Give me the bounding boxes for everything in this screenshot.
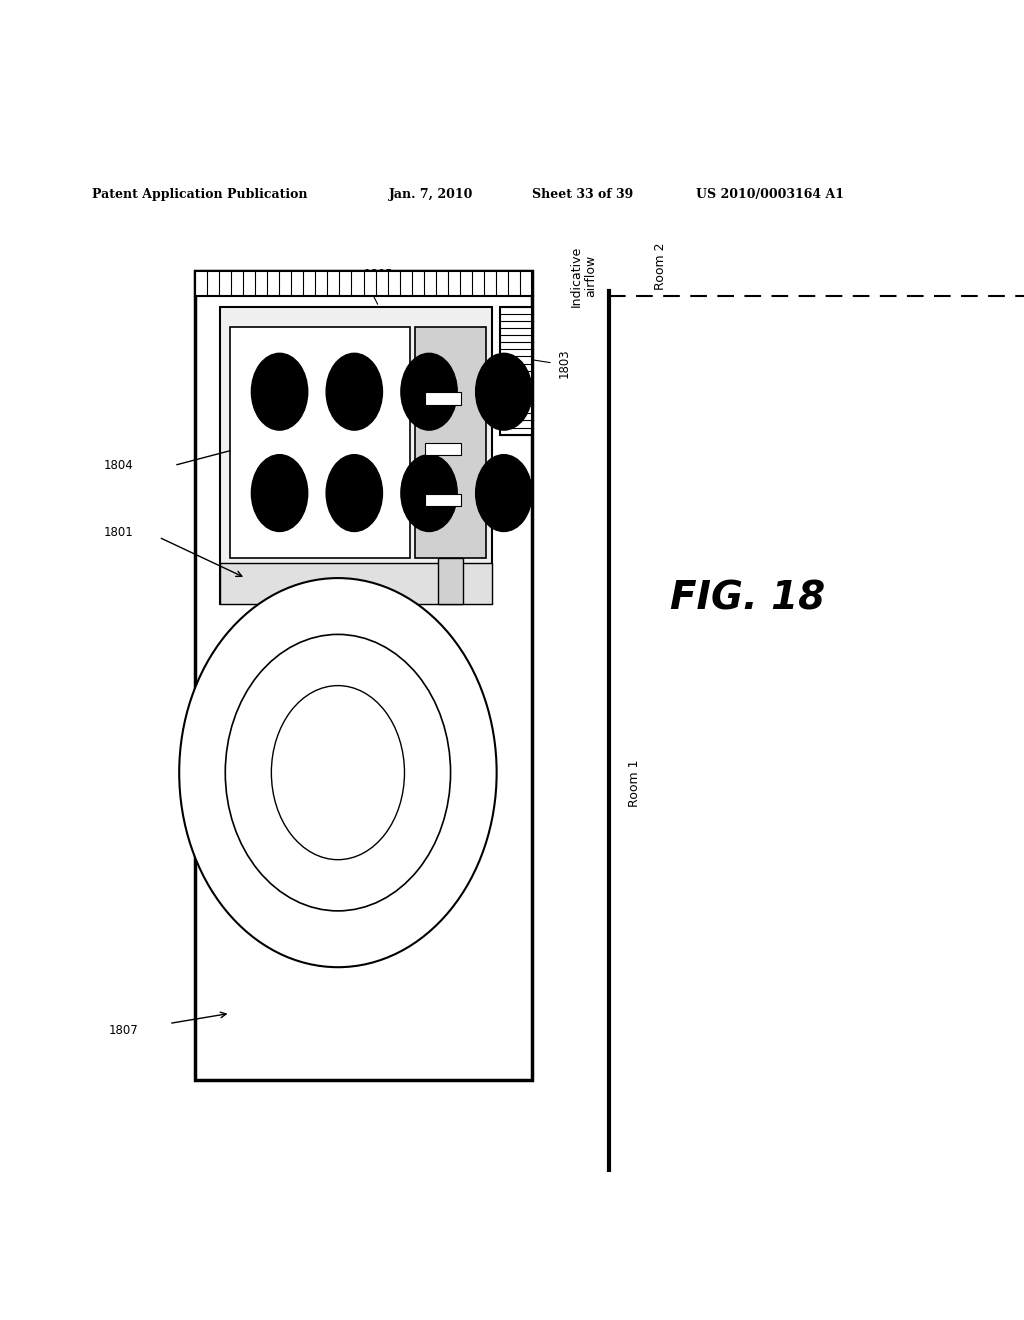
Text: 1802: 1802 xyxy=(236,810,266,824)
Bar xyxy=(230,327,410,557)
Text: Patent Application Publication: Patent Application Publication xyxy=(92,187,307,201)
Text: 1807: 1807 xyxy=(109,1024,138,1038)
Ellipse shape xyxy=(271,685,404,859)
Ellipse shape xyxy=(252,454,308,532)
Bar xyxy=(415,327,486,557)
Text: US 2010/0003164 A1: US 2010/0003164 A1 xyxy=(696,187,845,201)
Text: 1804: 1804 xyxy=(103,459,133,473)
Text: 1805: 1805 xyxy=(365,268,393,281)
Bar xyxy=(426,444,461,455)
Ellipse shape xyxy=(401,354,458,430)
Ellipse shape xyxy=(225,635,451,911)
Bar xyxy=(195,271,532,297)
Bar xyxy=(500,306,532,434)
Text: Indicative
airflow: Indicative airflow xyxy=(569,246,598,306)
Ellipse shape xyxy=(475,454,532,532)
Text: Room 1: Room 1 xyxy=(629,759,641,807)
Text: Room 2: Room 2 xyxy=(654,242,667,289)
Ellipse shape xyxy=(252,354,308,430)
Bar xyxy=(426,392,461,405)
Ellipse shape xyxy=(326,454,383,532)
Ellipse shape xyxy=(326,354,383,430)
Text: 1803: 1803 xyxy=(558,348,571,378)
Ellipse shape xyxy=(179,578,497,968)
Bar xyxy=(220,562,492,603)
Bar xyxy=(438,557,463,603)
Text: 1801: 1801 xyxy=(103,525,133,539)
Text: Jan. 7, 2010: Jan. 7, 2010 xyxy=(389,187,473,201)
Bar xyxy=(220,306,492,603)
Text: FIG. 18: FIG. 18 xyxy=(670,579,825,618)
Bar xyxy=(426,494,461,506)
Text: Sheet 33 of 39: Sheet 33 of 39 xyxy=(532,187,634,201)
Ellipse shape xyxy=(475,354,532,430)
Ellipse shape xyxy=(401,454,458,532)
